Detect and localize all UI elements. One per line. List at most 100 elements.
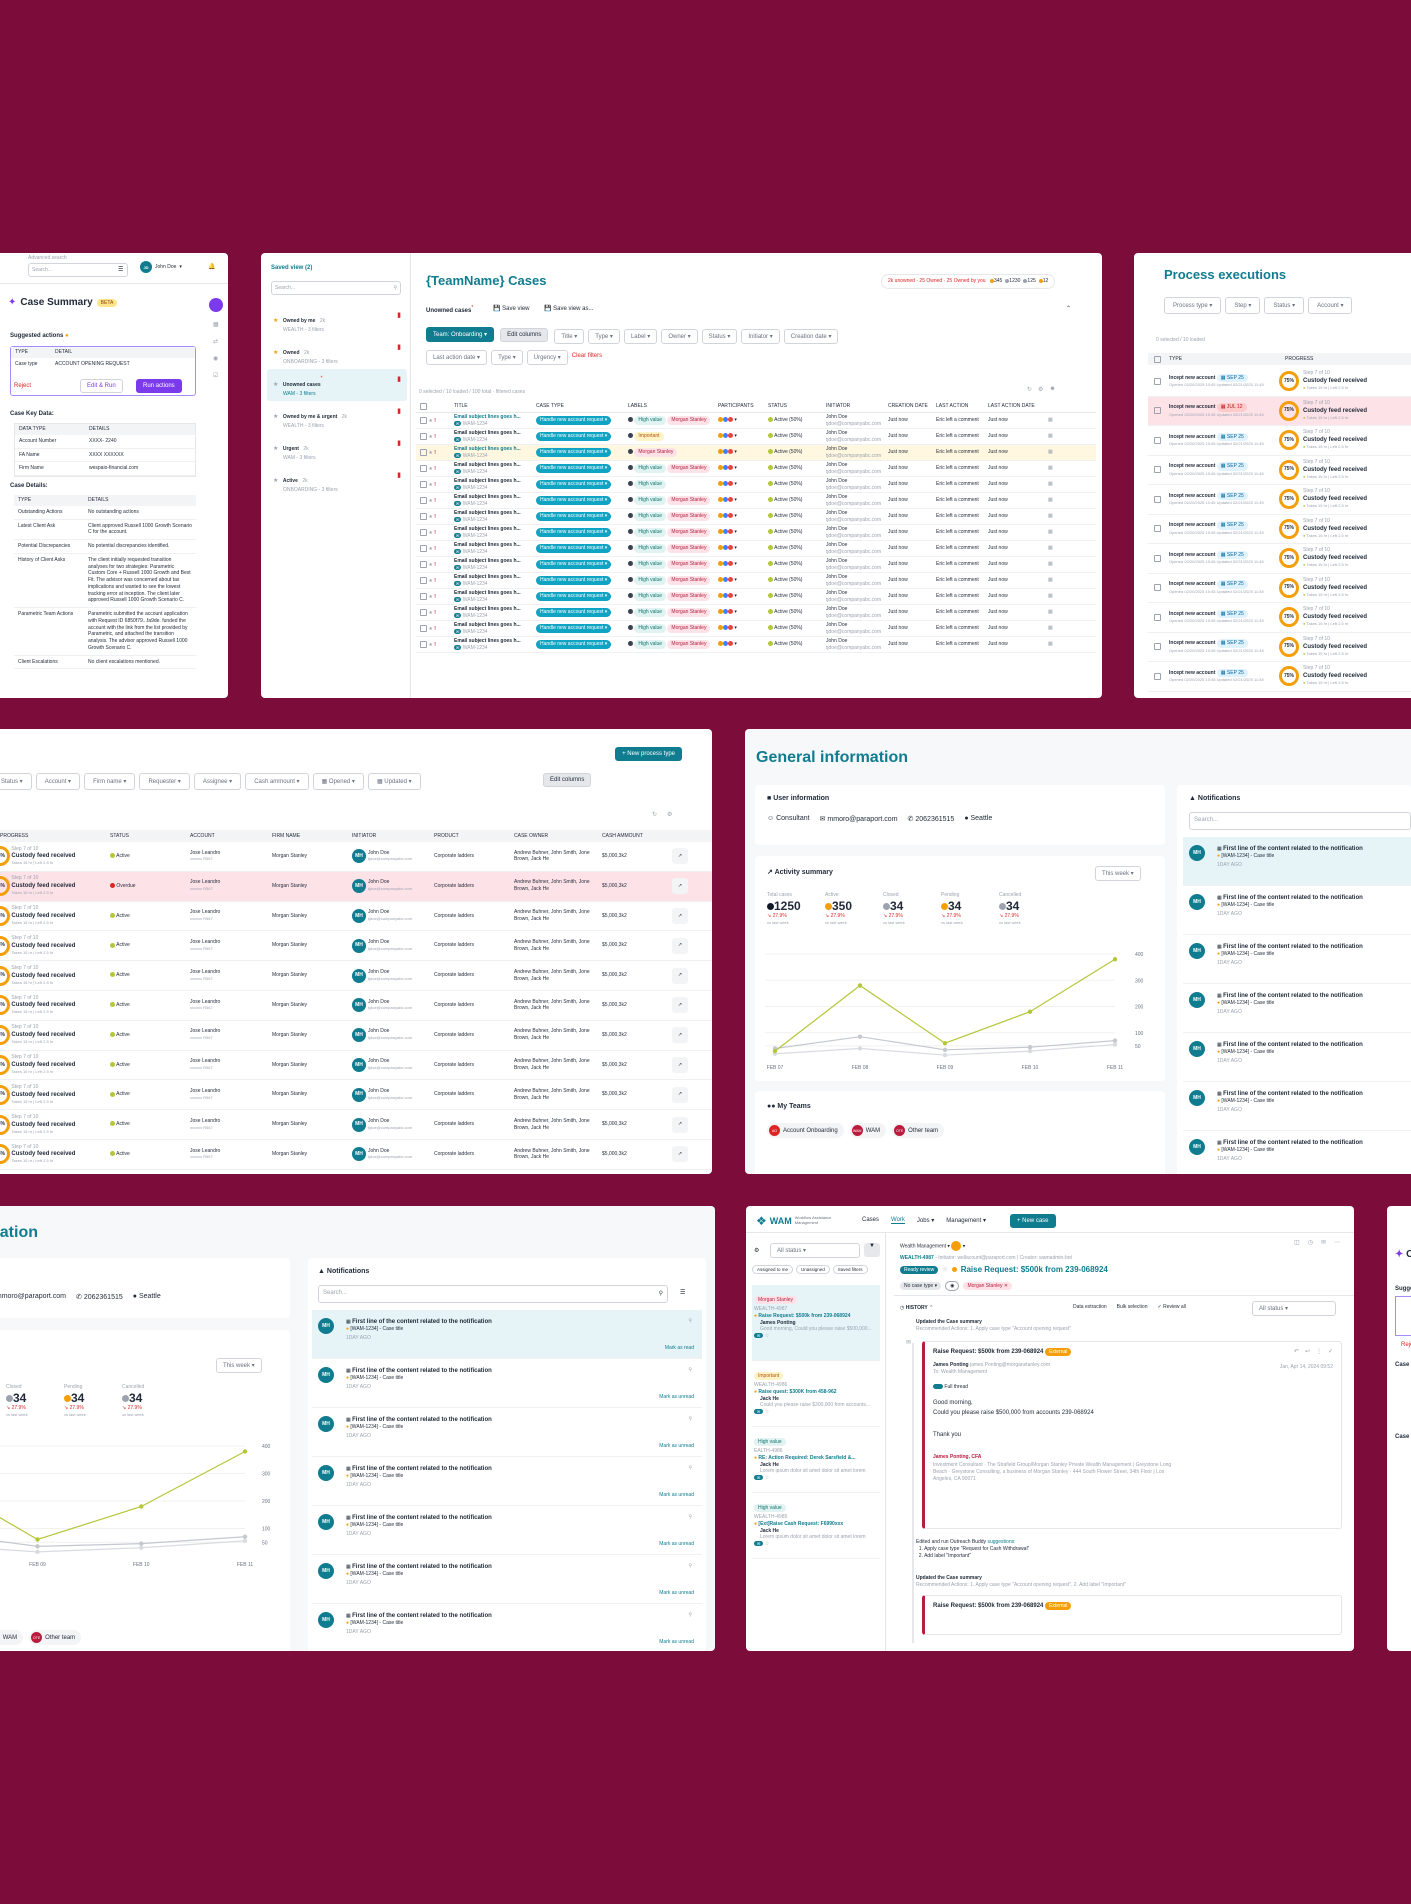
notification-item[interactable]: MH ▦ First line of the content related t… xyxy=(312,1604,702,1651)
notification-item[interactable]: MH ▦ First line of the content related t… xyxy=(1183,1082,1411,1131)
mark-read-link[interactable]: Mark as unread xyxy=(659,1492,694,1499)
row-checkbox[interactable] xyxy=(420,608,427,616)
filter-chip[interactable]: Assigned to me xyxy=(752,1265,794,1274)
mail-icon[interactable]: ✉ xyxy=(1320,1240,1326,1246)
row-checkbox[interactable] xyxy=(420,576,427,584)
filter-icon[interactable]: ☰ xyxy=(680,1290,686,1296)
process-row[interactable]: Incept new account ▦ SEP 25 Opened 02/20/… xyxy=(1148,574,1411,603)
process-row[interactable]: Incept new account ▦ SEP 25 Opened 02/20/… xyxy=(1148,456,1411,485)
delete-icon[interactable]: ▮ xyxy=(397,408,401,415)
expand-icon[interactable]: ↗ xyxy=(672,848,688,865)
eye-icon[interactable]: ◉ xyxy=(213,356,219,362)
column-header[interactable]: TITLE xyxy=(454,403,468,410)
table-row[interactable]: ★ ! Email subject lines goes h... ✉ WAM-1… xyxy=(416,589,1096,605)
doc-icon[interactable]: ▦ xyxy=(1048,449,1053,456)
check-icon[interactable]: ☑ xyxy=(213,373,219,379)
document-icon[interactable]: ▦ xyxy=(213,322,219,328)
row-checkbox[interactable] xyxy=(1154,377,1161,385)
process-row[interactable]: Incept new account ▦ SEP 25 Opened 02/20/… xyxy=(1148,544,1411,574)
funnel-icon[interactable]: ▼ xyxy=(864,1243,880,1257)
select-all-checkbox[interactable] xyxy=(1154,355,1161,363)
column-header[interactable]: INITIATOR xyxy=(352,832,377,839)
delete-icon[interactable]: ▮ xyxy=(397,344,401,351)
row-checkbox[interactable] xyxy=(420,512,427,520)
doc-icon[interactable]: ▦ xyxy=(1048,593,1053,600)
process-row[interactable]: Incept new account ▦ SEP 25 Opened 02/20/… xyxy=(1148,603,1411,633)
user-icon[interactable]: ☻ xyxy=(1049,386,1056,392)
column-header[interactable]: PARTICIPANTS xyxy=(718,403,754,410)
notification-item[interactable]: MH ▦ First line of the content related t… xyxy=(1183,837,1411,886)
table-row[interactable]: ★ ! Email subject lines goes h... ✉ WAM-1… xyxy=(416,413,1096,429)
filter-chip[interactable]: Unassigned xyxy=(796,1265,830,1274)
table-row[interactable]: ★ ! Email subject lines goes h... ✉ WAM-1… xyxy=(416,541,1096,557)
doc-icon[interactable]: ▦ xyxy=(1048,497,1053,504)
expand-icon[interactable]: ↗ xyxy=(672,1116,688,1133)
column-header[interactable]: LABELS xyxy=(628,403,647,410)
expand-icon[interactable]: ↗ xyxy=(672,937,688,954)
process-filter-dropdown[interactable]: Cash ammount xyxy=(245,773,309,790)
table-row[interactable]: ★ ! Email subject lines goes h... ✉ WAM-1… xyxy=(416,573,1096,589)
team-chip[interactable]: OTE Other team xyxy=(892,1123,945,1138)
expand-icon[interactable]: ↗ xyxy=(672,1027,688,1044)
saved-view-item[interactable]: ★ Owned by me & urgent 2k WEALTH - 3 fil… xyxy=(273,408,401,429)
history-action-button[interactable]: Data extraction xyxy=(1070,1302,1110,1312)
saved-view-item[interactable]: ★ Owned 2k ONBOARDING - 3 filters ▮ xyxy=(273,344,401,365)
row-checkbox[interactable] xyxy=(420,560,427,568)
process-row[interactable]: Incept new account ▦ SEP 25 Opened 02/20/… xyxy=(1148,485,1411,515)
clear-filters-link[interactable]: Clear filters xyxy=(571,352,603,359)
row-checkbox[interactable] xyxy=(420,416,427,424)
doc-icon[interactable]: ▦ xyxy=(1048,641,1053,648)
save-view-as-button[interactable]: 💾 Save view as... xyxy=(538,302,600,315)
row-checkbox[interactable] xyxy=(420,432,427,440)
save-view-button[interactable]: 💾 Save view xyxy=(487,302,536,315)
settings-icon[interactable]: ⚙ xyxy=(667,812,673,818)
split-icon[interactable]: ◫ xyxy=(1294,1240,1300,1246)
settings-icon[interactable]: ⚙ xyxy=(754,1248,760,1254)
search-input[interactable]: Search... xyxy=(28,263,128,277)
bell-icon[interactable]: 🔔 xyxy=(208,264,216,270)
saved-view-item[interactable]: ★ Unowned cases* WAM - 3 filters ▮ xyxy=(267,369,407,401)
process-filter-dropdown[interactable]: Status xyxy=(1264,297,1305,314)
column-header[interactable]: PROGRESS xyxy=(0,832,29,839)
row-checkbox[interactable] xyxy=(420,480,427,488)
row-checkbox[interactable] xyxy=(420,592,427,600)
mark-read-link[interactable]: Mark as read xyxy=(664,1345,694,1352)
row-checkbox[interactable] xyxy=(1154,672,1161,680)
settings-icon[interactable]: ⚙ xyxy=(1038,387,1044,393)
process-row[interactable]: Incept new account ▦ SEP 25 Opened 02/20/… xyxy=(1148,367,1411,397)
status-filter[interactable]: All status xyxy=(770,1243,860,1258)
row-checkbox[interactable] xyxy=(1154,554,1161,562)
process-filter-dropdown[interactable]: ▦ Opened xyxy=(312,773,364,790)
process-filter-dropdown[interactable]: Step xyxy=(1225,297,1261,314)
row-checkbox[interactable] xyxy=(1154,436,1161,444)
edit-columns-button[interactable]: Edit columns xyxy=(500,327,549,342)
row-checkbox[interactable] xyxy=(1154,466,1161,474)
case-filter-dropdown[interactable]: Status xyxy=(701,329,738,344)
history-status-filter[interactable]: All status xyxy=(1252,1301,1336,1316)
doc-icon[interactable]: ▦ xyxy=(1048,433,1053,440)
filter-chip[interactable]: Saved filters xyxy=(832,1265,868,1274)
p2-edit-columns-button[interactable]: Edit columns xyxy=(543,773,592,787)
table-row[interactable]: ★ ! Email subject lines goes h... ✉ WAM-1… xyxy=(416,557,1096,573)
reply-all-icon[interactable]: ↶ xyxy=(1293,1349,1299,1355)
expand-icon[interactable]: ↗ xyxy=(672,1086,688,1103)
doc-icon[interactable]: ▦ xyxy=(1048,609,1053,616)
column-header[interactable]: INITIATOR xyxy=(826,403,851,410)
mark-read-link[interactable]: Mark as unread xyxy=(659,1590,694,1597)
table-row[interactable]: ★ ! Email subject lines goes h... ✉ WAM-1… xyxy=(416,605,1096,621)
column-header[interactable]: STATUS xyxy=(768,403,787,410)
process-row[interactable]: Incept new account ▦ SEP 25 Opened 02/20/… xyxy=(1148,633,1411,662)
row-checkbox[interactable] xyxy=(420,640,427,648)
row-checkbox[interactable] xyxy=(1154,613,1161,621)
saved-view-item[interactable]: ★ Urgent 2k WAM - 3 filters ▮ xyxy=(273,440,401,461)
delete-icon[interactable]: ▮ xyxy=(397,376,401,383)
doc-icon[interactable]: ▦ xyxy=(1048,577,1053,584)
table-row[interactable]: ★ ! Email subject lines goes h... ✉ WAM-1… xyxy=(416,621,1096,637)
row-checkbox[interactable] xyxy=(420,624,427,632)
mark-read-link[interactable]: Mark as unread xyxy=(659,1541,694,1548)
expand-icon[interactable]: ↗ xyxy=(672,1146,688,1163)
